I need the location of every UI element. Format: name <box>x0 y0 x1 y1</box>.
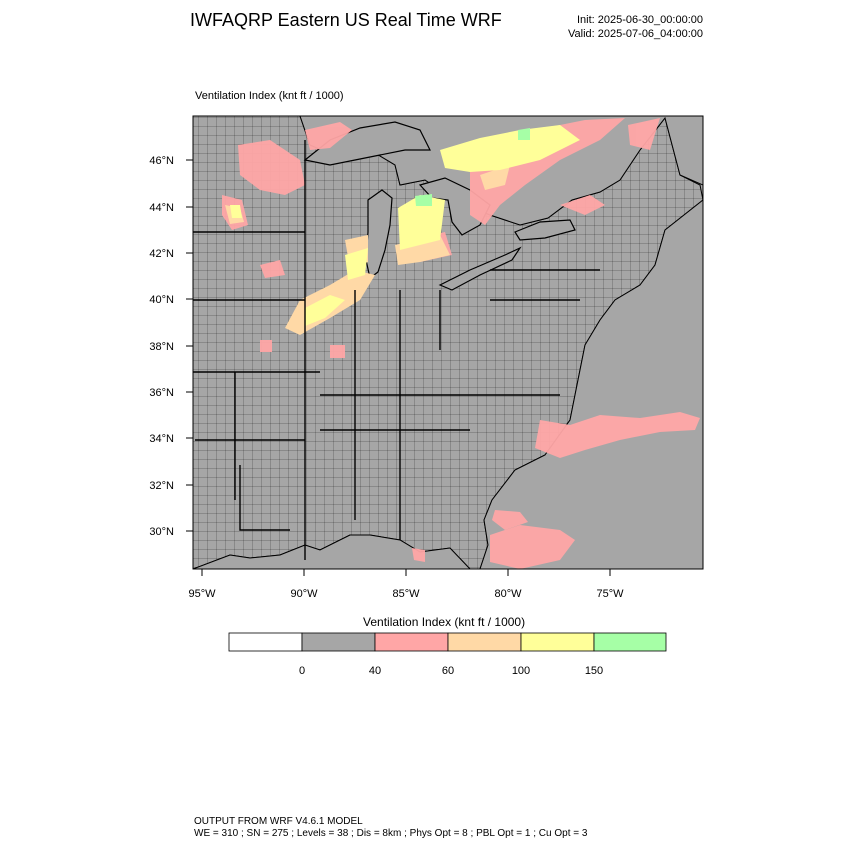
gulf-water <box>193 534 471 569</box>
lat-label: 30°N <box>149 526 174 538</box>
lon-label: 80°W <box>494 588 522 600</box>
lake-erie <box>438 246 522 291</box>
shading-40-60 <box>222 118 700 569</box>
colorbar-title: Ventilation Index (knt ft / 1000) <box>363 615 526 629</box>
lat-label: 38°N <box>149 341 174 353</box>
lake-superior <box>303 121 431 166</box>
colorbar-swatch <box>520 632 595 652</box>
footer-config: WE = 310 ; SN = 275 ; Levels = 38 ; Dis … <box>194 828 588 839</box>
colorbar-swatch <box>228 632 303 652</box>
lat-label: 44°N <box>149 202 174 214</box>
colorbar-tick-label: 150 <box>585 665 603 677</box>
footer-model: OUTPUT FROM WRF V4.6.1 MODEL <box>194 816 363 827</box>
colorbar-swatch <box>593 632 667 652</box>
lat-label: 34°N <box>149 433 174 445</box>
lat-label: 32°N <box>149 480 174 492</box>
colorbar-tick-label: 0 <box>299 665 305 677</box>
lon-label: 85°W <box>392 588 420 600</box>
atlantic-water <box>479 199 703 569</box>
lat-label: 40°N <box>149 294 174 306</box>
colorbar-swatch <box>447 632 522 652</box>
lon-axis <box>201 569 611 576</box>
colorbar <box>228 632 667 652</box>
init-time: Init: 2025-06-30_00:00:00 <box>577 14 703 26</box>
colorbar-swatch <box>374 632 449 652</box>
colorbar-tick-label: 40 <box>369 665 381 677</box>
shading-150-up <box>415 128 530 206</box>
map-frame <box>192 115 704 570</box>
colorbar-tick-label: 60 <box>442 665 454 677</box>
colorbar-tick-label: 100 <box>512 665 530 677</box>
colorbar-swatch <box>301 632 376 652</box>
lake-ontario <box>514 219 576 241</box>
lon-label: 75°W <box>596 588 624 600</box>
lat-axis <box>186 159 193 532</box>
lat-label: 36°N <box>149 387 174 399</box>
shading-100-150 <box>230 125 580 326</box>
state-boundaries <box>193 140 600 560</box>
field-label: Ventilation Index (knt ft / 1000) <box>195 90 344 102</box>
lat-label: 46°N <box>149 155 174 167</box>
lon-label: 90°W <box>290 588 318 600</box>
page-title: IWFAQRP Eastern US Real Time WRF <box>190 10 502 30</box>
valid-time: Valid: 2025-07-06_04:00:00 <box>568 28 703 40</box>
lat-label: 42°N <box>149 248 174 260</box>
lon-label: 95°W <box>188 588 216 600</box>
